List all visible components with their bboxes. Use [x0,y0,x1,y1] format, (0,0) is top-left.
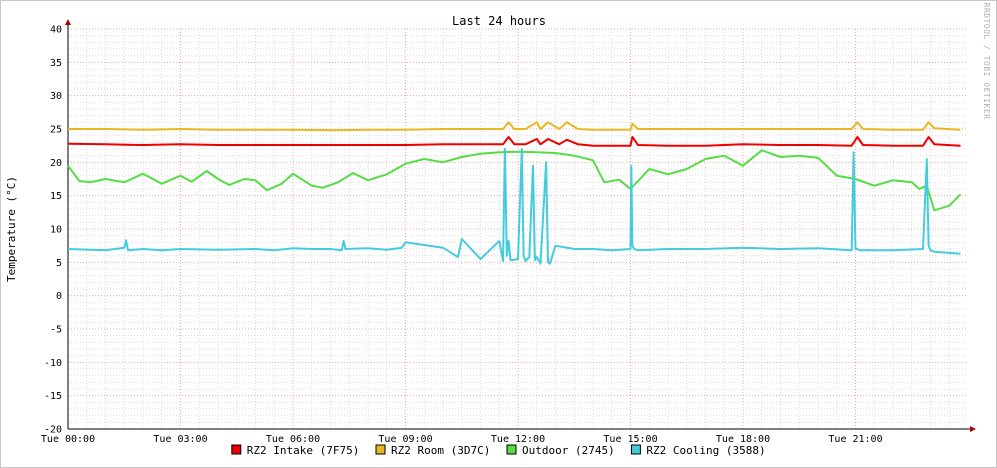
legend-swatch [231,444,242,455]
series-line-2 [67,149,962,212]
x-tick-label: Tue 00:00 [41,434,95,445]
y-tick-label: -5 [50,325,62,336]
y-tick-label: 15 [50,191,62,202]
x-tick-label: Tue 09:00 [378,434,432,445]
legend-swatch [506,444,517,455]
x-axis-arrow [970,426,976,432]
minor-grid [68,29,968,429]
y-tick-label: -15 [44,391,62,402]
series-line-3 [67,148,961,265]
y-tick-label: 10 [50,225,62,236]
legend-item: RZ2 Cooling (3588) [630,444,766,457]
legend: RZ2 Intake (7F75) RZ2 Room (3D7C) Outdoor … [231,444,766,457]
x-tick-labels: Tue 00:00 Tue 03:00 Tue 06:00 Tue 09:00 Tue … [41,434,883,445]
x-tick-label: Tue 12:00 [491,434,545,445]
y-tick-label: 40 [50,25,62,36]
y-tick-label: -10 [44,358,62,369]
chart-title: Last 24 hours [452,14,546,28]
x-tick-label: Tue 03:00 [153,434,207,445]
x-tick-label: Tue 15:00 [603,434,657,445]
legend-label: Outdoor (2745) [522,444,615,457]
x-tick-label: Tue 06:00 [266,434,320,445]
legend-item: Outdoor (2745) [506,444,615,457]
x-tick-label: Tue 18:00 [716,434,770,445]
y-tick-label: -20 [44,425,62,436]
series-line-0 [67,136,961,147]
legend-label: RZ2 Intake (7F75) [247,444,360,457]
y-axis-arrow [65,19,71,25]
series-lines [67,121,962,265]
legend-item: RZ2 Room (3D7C) [375,444,490,457]
legend-swatch [375,444,386,455]
y-tick-label: 35 [50,58,62,69]
legend-item: RZ2 Intake (7F75) [231,444,360,457]
series-line-1 [68,121,961,132]
y-tick-label: 0 [56,291,62,302]
y-tick-label: 20 [50,158,62,169]
y-axis-label: Temperature (°C) [5,176,18,282]
legend-label: RZ2 Cooling (3588) [646,444,765,457]
x-tick-label: Tue 21:00 [828,434,882,445]
rrdtool-watermark: RRDTOOL / TOBI OETIKER [982,3,991,120]
axes [65,19,976,432]
legend-swatch [630,444,641,455]
legend-label: RZ2 Room (3D7C) [391,444,490,457]
y-tick-labels: -20 -15 -10 -5 0 5 10 15 20 25 30 35 40 [44,25,62,436]
y-tick-label: 5 [56,258,62,269]
y-tick-label: 25 [50,125,62,136]
y-tick-label: 30 [50,91,62,102]
